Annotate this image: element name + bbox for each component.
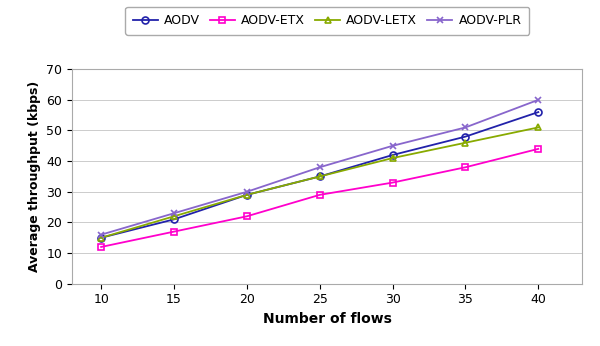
AODV-PLR: [462, 125, 469, 129]
Line: AODV-LETX: AODV-LETX: [98, 124, 542, 241]
AODV-PLR: [170, 211, 178, 215]
AODV: [389, 153, 396, 157]
AODV: [170, 217, 178, 221]
AODV: [243, 193, 250, 197]
AODV-ETX: [98, 245, 105, 249]
AODV-LETX: [243, 193, 250, 197]
Y-axis label: Average throughput (kbps): Average throughput (kbps): [28, 81, 41, 272]
AODV-PLR: [316, 165, 323, 169]
AODV-LETX: [170, 214, 178, 218]
AODV-ETX: [389, 181, 396, 185]
X-axis label: Number of flows: Number of flows: [263, 312, 391, 326]
AODV-LETX: [98, 236, 105, 240]
AODV-LETX: [462, 141, 469, 145]
AODV-PLR: [389, 144, 396, 148]
AODV-PLR: [98, 233, 105, 237]
AODV-LETX: [389, 156, 396, 160]
Line: AODV-PLR: AODV-PLR: [98, 97, 542, 238]
AODV-ETX: [170, 229, 178, 234]
Line: AODV: AODV: [98, 109, 542, 241]
AODV: [98, 236, 105, 240]
AODV-LETX: [535, 125, 542, 129]
AODV-PLR: [243, 190, 250, 194]
AODV-LETX: [316, 174, 323, 179]
AODV-ETX: [243, 214, 250, 218]
AODV-ETX: [316, 193, 323, 197]
AODV-PLR: [535, 98, 542, 102]
AODV-ETX: [462, 165, 469, 169]
AODV: [316, 174, 323, 179]
AODV: [535, 110, 542, 114]
AODV-ETX: [535, 147, 542, 151]
Line: AODV-ETX: AODV-ETX: [98, 145, 542, 251]
AODV: [462, 135, 469, 139]
Legend: AODV, AODV-ETX, AODV-LETX, AODV-PLR: AODV, AODV-ETX, AODV-LETX, AODV-PLR: [125, 7, 529, 35]
